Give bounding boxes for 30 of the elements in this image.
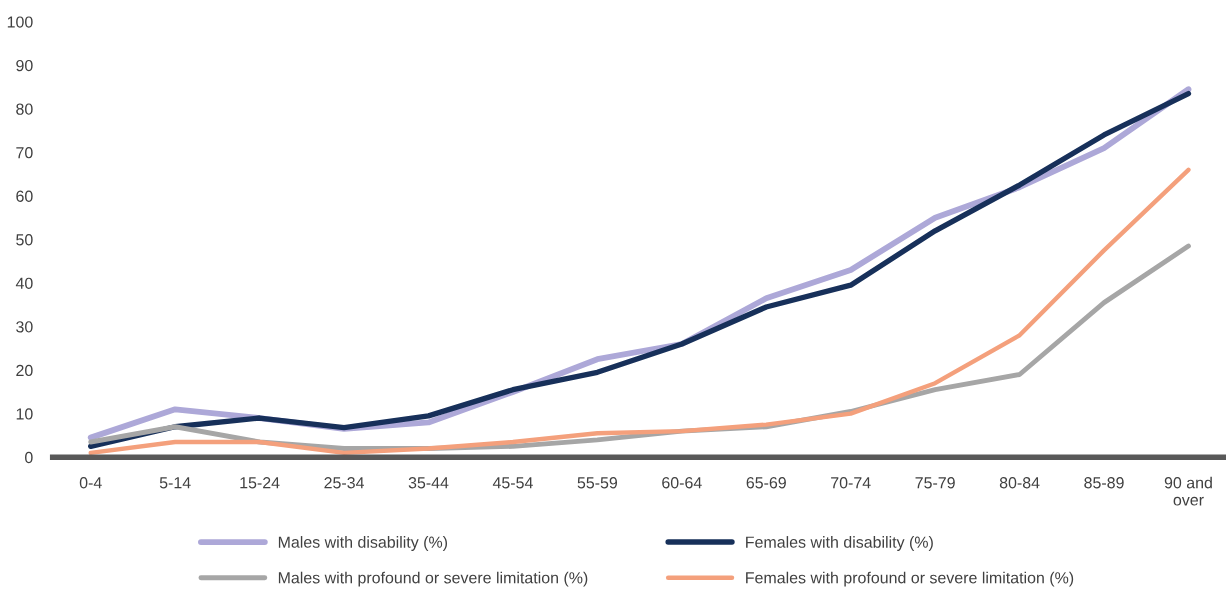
x-tick-label: 75-79 (915, 477, 955, 489)
x-tick-label: 0-4 (79, 477, 102, 489)
x-tick-label: 90 and over (1164, 476, 1212, 506)
x-tick-label: 25-34 (324, 477, 364, 489)
y-tick-label: 10 (16, 408, 33, 420)
legend-label: Females with disability (%) (746, 536, 933, 551)
legend-label: Males with profound or severe limitation (%) (278, 571, 588, 587)
x-tick-label: 15-24 (240, 477, 280, 489)
x-tick-label: 55-59 (577, 477, 618, 489)
x-tick-label: 60-64 (662, 477, 702, 489)
x-tick-label: 35-44 (408, 477, 449, 489)
x-tick-label: 70-74 (831, 477, 871, 489)
x-tick-label: 85-89 (1084, 477, 1124, 489)
y-tick-label: 30 (16, 321, 33, 333)
x-tick-label: 80-84 (999, 477, 1040, 489)
x-tick-label: 5-14 (159, 477, 191, 489)
y-tick-label: 0 (25, 451, 33, 464)
legend-label: Females with profound or severe limitation (%) (746, 571, 1074, 587)
x-tick-label: 45-54 (492, 477, 533, 489)
y-tick-label: 90 (16, 59, 33, 72)
y-tick-label: 100 (7, 16, 33, 28)
legend-label: Males with disability (%) (278, 536, 448, 551)
y-tick-label: 60 (16, 190, 33, 202)
y-tick-label: 70 (16, 147, 33, 159)
y-tick-label: 20 (16, 364, 33, 377)
x-tick-label: 65-69 (746, 477, 786, 489)
y-tick-label: 80 (16, 103, 33, 115)
y-tick-label: 40 (15, 277, 33, 289)
line-series (88, 167, 1191, 456)
y-tick-label: 50 (16, 234, 33, 246)
